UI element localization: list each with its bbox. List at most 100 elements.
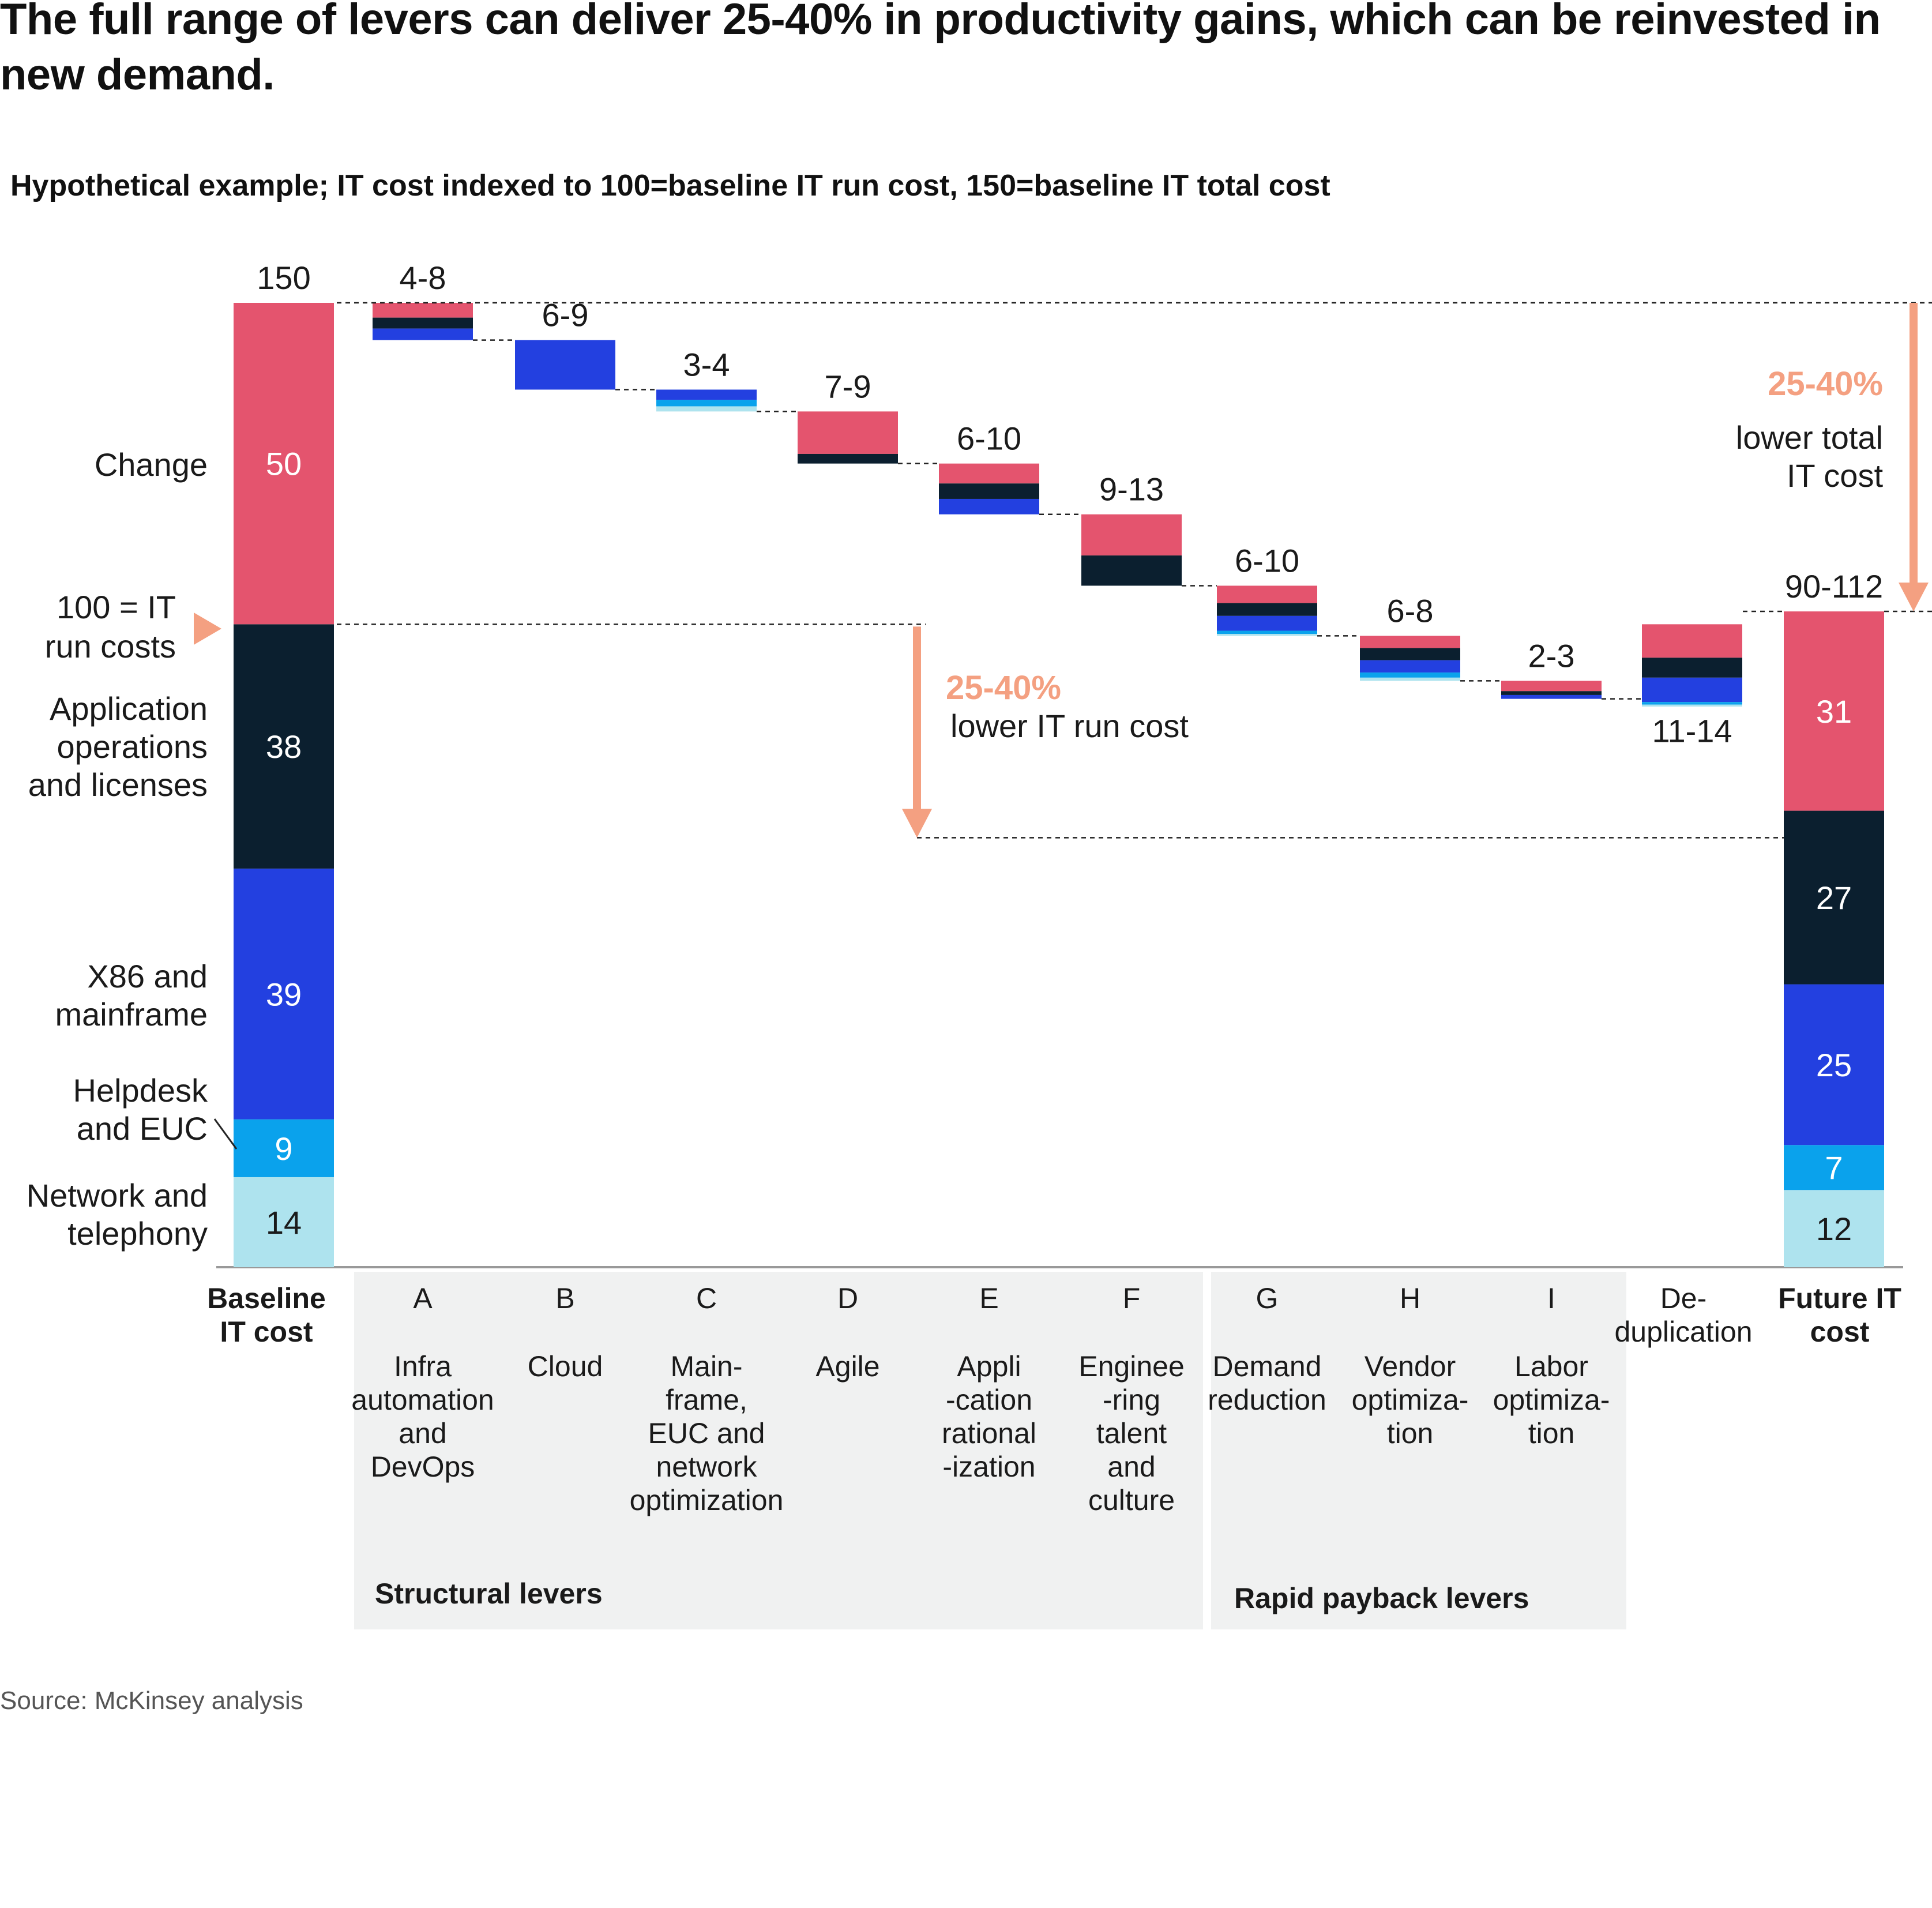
lever-bar-segment (1642, 658, 1742, 678)
lever-category-label: culture (1088, 1484, 1175, 1516)
lever-range-label: 6-10 (957, 420, 1021, 457)
lever-bar-segment (656, 389, 757, 400)
lever-bar-segment (939, 498, 1039, 514)
baseline-bar-segment (234, 1177, 334, 1267)
lever-range-label: 2-3 (1528, 637, 1575, 674)
baseline-total-label: 150 (257, 260, 310, 296)
lever-bar-segment (1360, 672, 1460, 678)
future-bar-value-label: 31 (1816, 693, 1852, 730)
run-costs-arrow-icon (194, 613, 221, 645)
lever-category-label: frame, (666, 1384, 747, 1416)
baseline-bar-value-label: 9 (275, 1130, 292, 1167)
lever-category-label: tion (1387, 1417, 1434, 1449)
rapid-payback-levers-label: Rapid payback levers (1234, 1582, 1529, 1614)
lever-category-label: tion (1528, 1417, 1575, 1449)
run-cost-pct-label: 25-40% (946, 669, 1061, 707)
lever-category-label: DevOps (371, 1451, 475, 1483)
lever-category-label: duplication (1614, 1316, 1752, 1348)
lever-category-label: Cloud (528, 1350, 603, 1383)
lever-bar-segment (656, 406, 757, 412)
lever-bar-segment (1642, 704, 1742, 707)
future-bar-value-label: 7 (1825, 1150, 1843, 1186)
future-total-label: 90-112 (1785, 568, 1883, 604)
baseline-bar-segment (234, 624, 334, 869)
future-category-label: cost (1810, 1316, 1870, 1348)
baseline-category-label: IT cost (220, 1316, 313, 1348)
lever-bar-segment (515, 340, 615, 390)
helpdesk-leader-line (213, 1118, 238, 1150)
lever-category-label: -cation (946, 1384, 1032, 1416)
lever-category-label: Enginee (1078, 1350, 1185, 1383)
run-cost-arrow-shaft (913, 626, 921, 812)
segment-legend-label: Network and (27, 1177, 208, 1214)
future-bar-value-label: 27 (1816, 880, 1852, 916)
baseline-bar-value-label: 14 (266, 1204, 302, 1241)
lever-range-label: 9-13 (1099, 471, 1164, 508)
lever-letter-label: I (1547, 1282, 1555, 1314)
lever-bar-segment (798, 453, 898, 464)
lever-category-label: Demand (1213, 1350, 1322, 1383)
future-bar-segment (1784, 984, 1884, 1145)
lever-letter-label: G (1256, 1282, 1279, 1314)
down-arrow-icon (902, 809, 932, 838)
lever-category-label: and (399, 1417, 446, 1449)
lever-category-label: De- (1660, 1282, 1707, 1314)
future-bar-segment (1784, 1190, 1884, 1267)
lever-bar-segment (1642, 702, 1742, 705)
lever-range-label: 3-4 (683, 346, 730, 382)
down-arrow-icon (1899, 583, 1929, 612)
lever-letter-label: E (979, 1282, 998, 1314)
lever-category-label: optimiza- (1493, 1384, 1610, 1416)
segment-legend-label: Application (50, 690, 208, 727)
future-bar-segment (1784, 810, 1884, 985)
lever-category-label: Vendor (1365, 1350, 1456, 1383)
lever-letter-label: A (413, 1282, 433, 1314)
baseline-bar-value-label: 39 (266, 976, 302, 1012)
segment-legend-label: Helpdesk (73, 1072, 208, 1109)
baseline-bar-value-label: 38 (266, 728, 302, 765)
structural-levers-panel (354, 1272, 1203, 1629)
chart-title: The full range of levers can deliver 25-… (0, 0, 1881, 99)
future-bar-value-label: 25 (1816, 1047, 1852, 1083)
lever-bar-segment (1217, 634, 1317, 636)
lever-bar-segment (1642, 624, 1742, 658)
lever-bar-segment (1501, 681, 1602, 692)
lever-range-label: 7-9 (825, 368, 871, 404)
lever-bar-segment (373, 303, 473, 318)
run-costs-label: run costs (45, 628, 176, 664)
lever-category-label: optimiza- (1352, 1384, 1469, 1416)
lever-bar-segment (1217, 630, 1317, 634)
future-category-label: Future IT (1778, 1282, 1901, 1314)
lever-bar-segment (1360, 648, 1460, 660)
lever-bar-segment (798, 411, 898, 454)
lever-letter-label: D (837, 1282, 858, 1314)
source-note: Source: McKinsey analysis (0, 1687, 303, 1715)
lever-category-label: Appli (957, 1350, 1021, 1383)
lever-bar-segment (1360, 636, 1460, 648)
lever-range-label: 11-14 (1652, 712, 1732, 749)
lever-category-label: Infra (394, 1350, 452, 1383)
lever-range-label: 6-8 (1387, 592, 1434, 629)
lever-category-label: Labor (1514, 1350, 1588, 1383)
total-cost-text-label: lower total (1736, 419, 1883, 456)
segment-legend-label: operations (57, 728, 208, 765)
run-costs-label: 100 = IT (57, 589, 176, 625)
lever-category-label: Agile (815, 1350, 879, 1383)
lever-category-label: rational (942, 1417, 1036, 1449)
lever-bar-segment (1081, 514, 1182, 556)
lever-category-label: and (1107, 1451, 1155, 1483)
lever-bar-segment (1217, 603, 1317, 616)
lever-category-label: automation (351, 1384, 494, 1416)
total-cost-pct-label: 25-40% (1768, 365, 1883, 403)
lever-category-label: -ization (942, 1451, 1035, 1483)
segment-legend-label: telephony (67, 1215, 208, 1252)
lever-bar-segment (373, 328, 473, 340)
future-bar-value-label: 12 (1816, 1211, 1852, 1247)
baseline-bar-value-label: 50 (266, 446, 302, 482)
lever-bar-segment (1642, 677, 1742, 703)
lever-letter-label: B (555, 1282, 574, 1314)
structural-levers-label: Structural levers (375, 1578, 603, 1610)
lever-letter-label: F (1123, 1282, 1141, 1314)
segment-legend-label: Change (95, 446, 208, 483)
